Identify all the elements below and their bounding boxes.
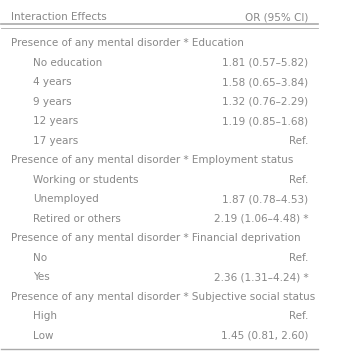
Text: 1.19 (0.85–1.68): 1.19 (0.85–1.68) — [222, 116, 309, 126]
Text: 12 years: 12 years — [33, 116, 78, 126]
Text: Unemployed: Unemployed — [33, 194, 99, 204]
Text: Presence of any mental disorder * Education: Presence of any mental disorder * Educat… — [11, 38, 244, 48]
Text: OR (95% CI): OR (95% CI) — [245, 12, 309, 22]
Text: Working or students: Working or students — [33, 175, 138, 185]
Text: 17 years: 17 years — [33, 136, 78, 146]
Text: 9 years: 9 years — [33, 97, 72, 107]
Text: Presence of any mental disorder * Subjective social status: Presence of any mental disorder * Subjec… — [11, 292, 315, 302]
Text: Ref.: Ref. — [289, 253, 309, 263]
Text: Presence of any mental disorder * Employment status: Presence of any mental disorder * Employ… — [11, 155, 293, 165]
Text: 2.19 (1.06–4.48) *: 2.19 (1.06–4.48) * — [214, 214, 309, 224]
Text: 1.45 (0.81, 2.60): 1.45 (0.81, 2.60) — [221, 331, 309, 341]
Text: Low: Low — [33, 331, 53, 341]
Text: Ref.: Ref. — [289, 136, 309, 146]
Text: Presence of any mental disorder * Financial deprivation: Presence of any mental disorder * Financ… — [11, 233, 300, 243]
Text: Ref.: Ref. — [289, 311, 309, 321]
Text: Interaction Effects: Interaction Effects — [11, 12, 107, 22]
Text: 4 years: 4 years — [33, 77, 72, 87]
Text: 1.81 (0.57–5.82): 1.81 (0.57–5.82) — [222, 57, 309, 67]
Text: 1.32 (0.76–2.29): 1.32 (0.76–2.29) — [222, 97, 309, 107]
Text: Yes: Yes — [33, 272, 50, 282]
Text: High: High — [33, 311, 57, 321]
Text: 2.36 (1.31–4.24) *: 2.36 (1.31–4.24) * — [214, 272, 309, 282]
Text: No education: No education — [33, 57, 102, 67]
Text: Ref.: Ref. — [289, 175, 309, 185]
Text: Retired or others: Retired or others — [33, 214, 121, 224]
Text: No: No — [33, 253, 47, 263]
Text: 1.87 (0.78–4.53): 1.87 (0.78–4.53) — [222, 194, 309, 204]
Text: 1.58 (0.65–3.84): 1.58 (0.65–3.84) — [222, 77, 309, 87]
